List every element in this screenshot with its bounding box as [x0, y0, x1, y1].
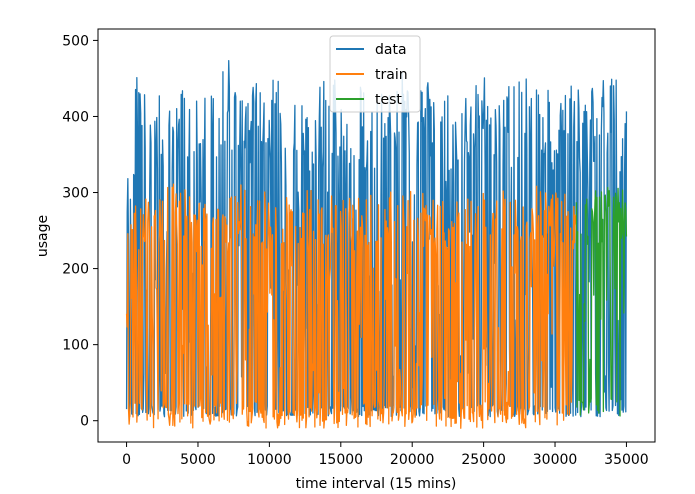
x-tick-label: 5000	[180, 452, 216, 468]
series-line-train	[125, 183, 578, 429]
legend-label-test: test	[375, 92, 402, 108]
y-tick-label: 200	[62, 262, 89, 278]
y-tick-label: 400	[62, 109, 89, 125]
y-axis-label: usage	[35, 215, 51, 257]
x-axis: 0 5000 10000 15000 20000 25000 30000 35000	[122, 442, 649, 468]
legend-box	[329, 35, 421, 113]
x-tick-label: 20000	[390, 452, 435, 468]
x-tick-label: 0	[122, 452, 131, 468]
plot-frame	[97, 28, 656, 443]
series-line-data	[125, 60, 628, 418]
x-tick-label: 15000	[319, 452, 364, 468]
legend-label-data: data	[375, 42, 407, 58]
legend: data train test	[329, 35, 421, 113]
y-tick-label: 300	[62, 186, 89, 202]
y-tick-label: 500	[62, 33, 89, 49]
y-tick-label: 100	[62, 338, 89, 354]
series-line-test	[575, 186, 628, 417]
y-axis: 0 100 200 300 400 500	[62, 33, 98, 430]
x-tick-label: 35000	[604, 452, 649, 468]
legend-label-train: train	[375, 67, 408, 83]
y-tick-label: 0	[80, 414, 89, 430]
x-axis-label: time interval (15 mins)	[296, 476, 457, 492]
x-tick-label: 25000	[461, 452, 506, 468]
x-tick-label: 10000	[247, 452, 292, 468]
series-layer	[125, 60, 628, 429]
x-tick-label: 30000	[533, 452, 578, 468]
